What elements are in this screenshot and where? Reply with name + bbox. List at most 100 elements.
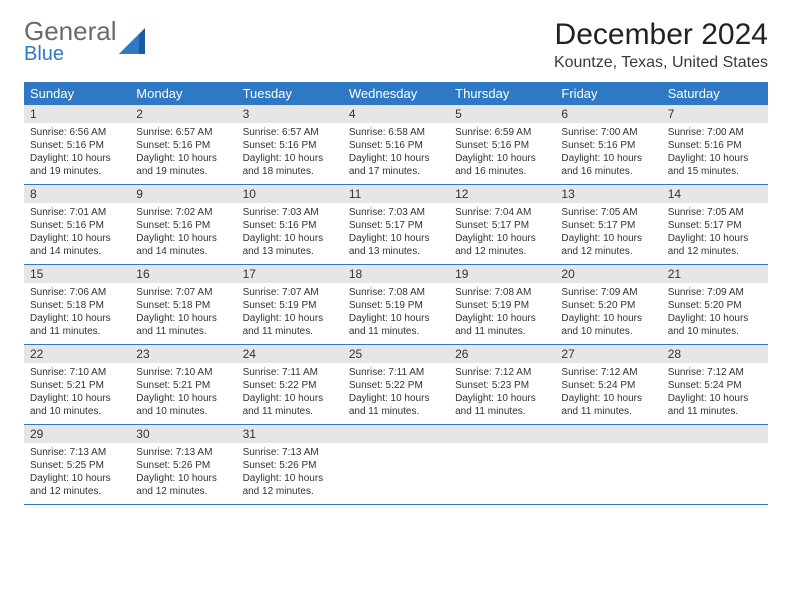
cell-body: Sunrise: 7:09 AMSunset: 5:20 PMDaylight:…: [555, 283, 661, 344]
calendar-cell: 28Sunrise: 7:12 AMSunset: 5:24 PMDayligh…: [662, 345, 768, 425]
cell-body: [662, 443, 768, 493]
sunset-line: Sunset: 5:20 PM: [668, 299, 762, 312]
cell-body: Sunrise: 7:12 AMSunset: 5:24 PMDaylight:…: [662, 363, 768, 424]
day-number: 8: [24, 185, 130, 203]
sunset-line: Sunset: 5:17 PM: [668, 219, 762, 232]
calendar-cell: 5Sunrise: 6:59 AMSunset: 5:16 PMDaylight…: [449, 105, 555, 185]
day-number: 3: [237, 105, 343, 123]
daylight-line: Daylight: 10 hours and 10 minutes.: [136, 392, 230, 418]
daylight-line: Daylight: 10 hours and 16 minutes.: [561, 152, 655, 178]
day-number: 7: [662, 105, 768, 123]
sunrise-line: Sunrise: 7:05 AM: [561, 206, 655, 219]
calendar-cell: 9Sunrise: 7:02 AMSunset: 5:16 PMDaylight…: [130, 185, 236, 265]
cell-body: Sunrise: 6:57 AMSunset: 5:16 PMDaylight:…: [130, 123, 236, 184]
cell-body: Sunrise: 7:13 AMSunset: 5:26 PMDaylight:…: [237, 443, 343, 504]
calendar-cell: 26Sunrise: 7:12 AMSunset: 5:23 PMDayligh…: [449, 345, 555, 425]
calendar-page: General Blue December 2024 Kountze, Texa…: [0, 0, 792, 523]
cell-body: Sunrise: 7:11 AMSunset: 5:22 PMDaylight:…: [343, 363, 449, 424]
cell-body: [343, 443, 449, 493]
cell-body: Sunrise: 6:56 AMSunset: 5:16 PMDaylight:…: [24, 123, 130, 184]
day-number: 15: [24, 265, 130, 283]
sunrise-line: Sunrise: 7:06 AM: [30, 286, 124, 299]
calendar-cell: 8Sunrise: 7:01 AMSunset: 5:16 PMDaylight…: [24, 185, 130, 265]
daylight-line: Daylight: 10 hours and 11 minutes.: [455, 392, 549, 418]
sunset-line: Sunset: 5:24 PM: [668, 379, 762, 392]
sunset-line: Sunset: 5:19 PM: [243, 299, 337, 312]
sunrise-line: Sunrise: 7:12 AM: [561, 366, 655, 379]
day-number: 22: [24, 345, 130, 363]
calendar-cell: 17 Sunrise: 7:07 AMSunset: 5:19 PMDayligh…: [237, 265, 343, 345]
daylight-line: Daylight: 10 hours and 11 minutes.: [349, 392, 443, 418]
calendar-row: 15Sunrise: 7:06 AMSunset: 5:18 PMDayligh…: [24, 265, 768, 345]
calendar-cell: 14Sunrise: 7:05 AMSunset: 5:17 PMDayligh…: [662, 185, 768, 265]
calendar-cell: 30Sunrise: 7:13 AMSunset: 5:26 PMDayligh…: [130, 425, 236, 505]
calendar-cell: [343, 425, 449, 505]
cell-body: Sunrise: 7:01 AMSunset: 5:16 PMDaylight:…: [24, 203, 130, 264]
calendar-row: 29Sunrise: 7:13 AMSunset: 5:25 PMDayligh…: [24, 425, 768, 505]
day-number: 21: [662, 265, 768, 283]
day-number: 26: [449, 345, 555, 363]
sunrise-line: Sunrise: 7:08 AM: [455, 286, 549, 299]
cell-body: Sunrise: 7:05 AMSunset: 5:17 PMDaylight:…: [662, 203, 768, 264]
calendar-row: 1Sunrise: 6:56 AMSunset: 5:16 PMDaylight…: [24, 105, 768, 185]
day-number: 17: [237, 265, 343, 283]
cell-body: Sunrise: 7:06 AMSunset: 5:18 PMDaylight:…: [24, 283, 130, 344]
daylight-line: Daylight: 10 hours and 11 minutes.: [243, 392, 337, 418]
sunset-line: Sunset: 5:18 PM: [30, 299, 124, 312]
daylight-line: Daylight: 10 hours and 11 minutes.: [136, 312, 230, 338]
sunrise-line: Sunrise: 7:12 AM: [455, 366, 549, 379]
sunset-line: Sunset: 5:16 PM: [30, 139, 124, 152]
calendar-cell: [662, 425, 768, 505]
day-number: 12: [449, 185, 555, 203]
sunrise-line: Sunrise: 7:07 AM: [243, 286, 337, 299]
day-number: 2: [130, 105, 236, 123]
sunset-line: Sunset: 5:26 PM: [136, 459, 230, 472]
calendar-row: 22Sunrise: 7:10 AMSunset: 5:21 PMDayligh…: [24, 345, 768, 425]
daylight-line: Daylight: 10 hours and 11 minutes.: [30, 312, 124, 338]
daylight-line: Daylight: 10 hours and 14 minutes.: [30, 232, 124, 258]
cell-body: Sunrise: 7:12 AMSunset: 5:24 PMDaylight:…: [555, 363, 661, 424]
daylight-line: Daylight: 10 hours and 11 minutes.: [349, 312, 443, 338]
daylight-line: Daylight: 10 hours and 10 minutes.: [668, 312, 762, 338]
sunrise-line: Sunrise: 7:00 AM: [668, 126, 762, 139]
cell-body: Sunrise: 7:08 AMSunset: 5:19 PMDaylight:…: [343, 283, 449, 344]
calendar-cell: 3Sunrise: 6:57 AMSunset: 5:16 PMDaylight…: [237, 105, 343, 185]
sunset-line: Sunset: 5:26 PM: [243, 459, 337, 472]
calendar-cell: 29Sunrise: 7:13 AMSunset: 5:25 PMDayligh…: [24, 425, 130, 505]
day-number: 13: [555, 185, 661, 203]
day-number: 14: [662, 185, 768, 203]
calendar-table: SundayMondayTuesdayWednesdayThursdayFrid…: [24, 82, 768, 505]
cell-body: Sunrise: 6:59 AMSunset: 5:16 PMDaylight:…: [449, 123, 555, 184]
daylight-line: Daylight: 10 hours and 10 minutes.: [561, 312, 655, 338]
sunset-line: Sunset: 5:25 PM: [30, 459, 124, 472]
calendar-cell: 16Sunrise: 7:07 AMSunset: 5:18 PMDayligh…: [130, 265, 236, 345]
day-number: 28: [662, 345, 768, 363]
daylight-line: Daylight: 10 hours and 19 minutes.: [136, 152, 230, 178]
day-number: 24: [237, 345, 343, 363]
daylight-line: Daylight: 10 hours and 17 minutes.: [349, 152, 443, 178]
daylight-line: Daylight: 10 hours and 12 minutes.: [561, 232, 655, 258]
header: General Blue December 2024 Kountze, Texa…: [24, 18, 768, 72]
day-number: [343, 425, 449, 443]
cell-body: Sunrise: 7:00 AMSunset: 5:16 PMDaylight:…: [662, 123, 768, 184]
daylight-line: Daylight: 10 hours and 11 minutes.: [243, 312, 337, 338]
month-title: December 2024: [554, 18, 768, 52]
calendar-cell: 15Sunrise: 7:06 AMSunset: 5:18 PMDayligh…: [24, 265, 130, 345]
calendar-cell: 1Sunrise: 6:56 AMSunset: 5:16 PMDaylight…: [24, 105, 130, 185]
calendar-row: 8Sunrise: 7:01 AMSunset: 5:16 PMDaylight…: [24, 185, 768, 265]
sunset-line: Sunset: 5:17 PM: [561, 219, 655, 232]
day-number: 31: [237, 425, 343, 443]
daylight-line: Daylight: 10 hours and 11 minutes.: [455, 312, 549, 338]
cell-body: Sunrise: 7:00 AMSunset: 5:16 PMDaylight:…: [555, 123, 661, 184]
calendar-cell: 22Sunrise: 7:10 AMSunset: 5:21 PMDayligh…: [24, 345, 130, 425]
sunset-line: Sunset: 5:18 PM: [136, 299, 230, 312]
cell-body: Sunrise: 7:05 AMSunset: 5:17 PMDaylight:…: [555, 203, 661, 264]
sunrise-line: Sunrise: 6:59 AM: [455, 126, 549, 139]
sunrise-line: Sunrise: 7:09 AM: [561, 286, 655, 299]
day-number: 5: [449, 105, 555, 123]
daylight-line: Daylight: 10 hours and 11 minutes.: [668, 392, 762, 418]
sunset-line: Sunset: 5:16 PM: [136, 139, 230, 152]
sunrise-line: Sunrise: 7:02 AM: [136, 206, 230, 219]
sunset-line: Sunset: 5:22 PM: [243, 379, 337, 392]
calendar-body: 1Sunrise: 6:56 AMSunset: 5:16 PMDaylight…: [24, 105, 768, 505]
